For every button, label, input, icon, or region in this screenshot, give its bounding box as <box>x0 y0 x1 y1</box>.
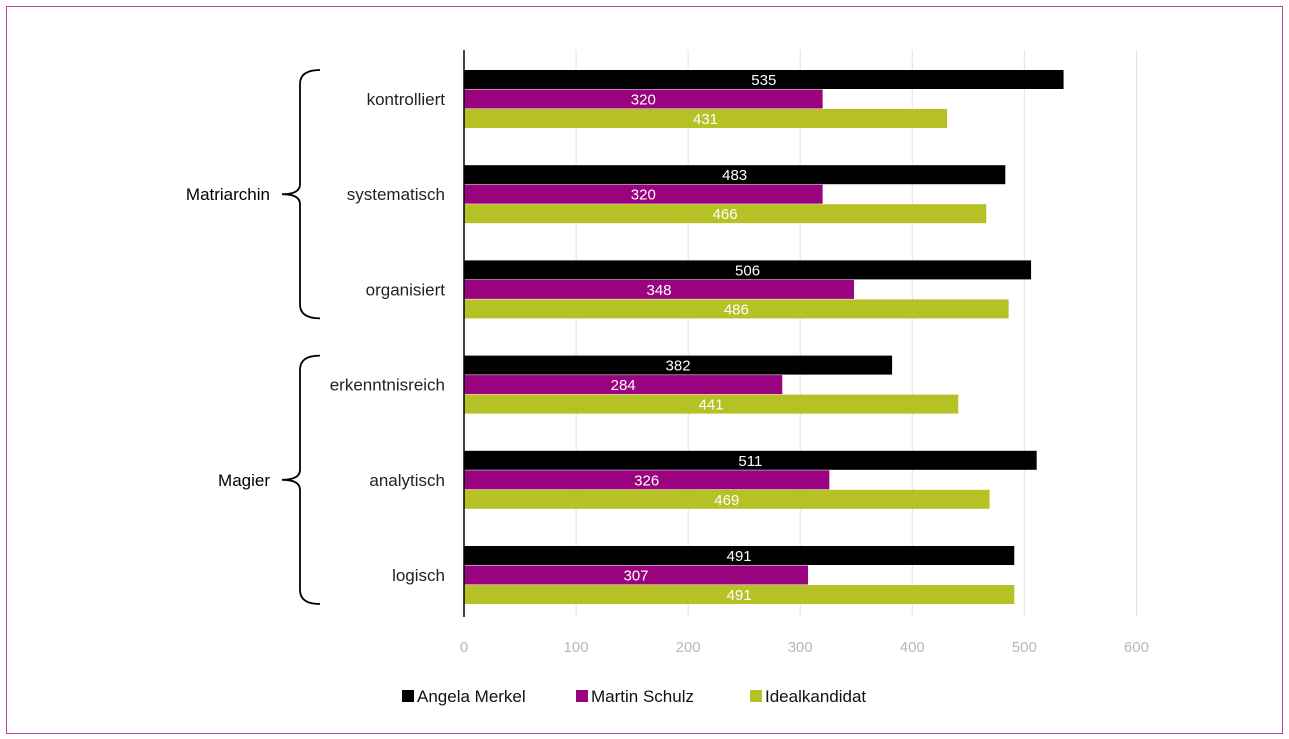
group-labels: Matriarchin Magier <box>186 69 321 605</box>
bar-data-label: 506 <box>735 262 760 279</box>
bars <box>464 70 1064 604</box>
x-tick-label: 0 <box>460 639 468 656</box>
bar <box>464 394 959 414</box>
bar <box>464 279 855 299</box>
x-tick-label: 200 <box>676 639 701 656</box>
x-tick-label: 400 <box>900 639 925 656</box>
bar-data-label: 466 <box>713 206 738 223</box>
bar-data-label: 382 <box>666 358 691 375</box>
bar <box>464 70 1064 89</box>
bar-data-label: 469 <box>714 492 739 509</box>
bar-data-labels: 535 320 431 483 320 466 506 348 486 382 284 441 511 3… <box>611 72 777 604</box>
bar <box>464 450 1037 470</box>
bar <box>464 89 823 109</box>
category-label: kontrolliert <box>367 90 446 109</box>
bar <box>464 109 948 128</box>
bar-data-label: 326 <box>634 472 659 489</box>
category-label: analytisch <box>369 471 445 490</box>
bar <box>464 184 823 204</box>
bar <box>464 260 1032 280</box>
bar-data-label: 320 <box>631 187 656 204</box>
bar <box>464 375 783 395</box>
bar-data-label: 491 <box>727 587 752 604</box>
category-label: organisiert <box>366 280 446 299</box>
bar-data-label: 535 <box>751 72 776 89</box>
bar-data-label: 431 <box>693 111 718 128</box>
group-brace <box>281 354 321 605</box>
legend-label: Martin Schulz <box>591 687 694 706</box>
gridlines <box>575 50 1137 617</box>
bar <box>464 204 987 224</box>
legend-swatch <box>402 690 414 702</box>
legend-swatch <box>576 690 588 702</box>
group-brace <box>281 69 321 320</box>
bar <box>464 585 1015 604</box>
bar-data-label: 284 <box>611 377 636 394</box>
bar <box>464 470 830 490</box>
category-label: logisch <box>392 566 445 585</box>
x-tick-labels: 0 100 200 300 400 500 600 <box>460 639 1149 656</box>
legend-swatch <box>750 690 762 702</box>
x-tick-label: 600 <box>1124 639 1149 656</box>
group-label: Magier <box>218 471 270 490</box>
bar <box>464 355 893 375</box>
bar-data-label: 320 <box>631 92 656 109</box>
x-tick-label: 100 <box>564 639 589 656</box>
bar-data-label: 511 <box>738 453 762 470</box>
category-label: systematisch <box>347 185 445 204</box>
bar <box>464 546 1015 565</box>
bar-data-label: 307 <box>624 568 649 585</box>
group-label: Matriarchin <box>186 185 270 204</box>
category-labels: kontrolliert systematisch organisiert erken… <box>330 90 446 585</box>
legend-label: Angela Merkel <box>417 687 526 706</box>
bar <box>464 489 990 509</box>
bar-data-label: 441 <box>699 397 724 414</box>
bar <box>464 565 809 585</box>
bar-data-label: 486 <box>724 301 749 318</box>
legend: Angela Merkel Martin Schulz Idealkandidat <box>402 687 866 706</box>
bar-data-label: 483 <box>722 167 747 184</box>
x-tick-label: 300 <box>788 639 813 656</box>
bar <box>464 165 1006 185</box>
x-tick-label: 500 <box>1012 639 1037 656</box>
category-label: erkenntnisreich <box>330 376 445 395</box>
legend-label: Idealkandidat <box>765 687 866 706</box>
bar-data-label: 348 <box>646 282 671 299</box>
bar <box>464 299 1009 319</box>
bar-data-label: 491 <box>727 548 752 565</box>
